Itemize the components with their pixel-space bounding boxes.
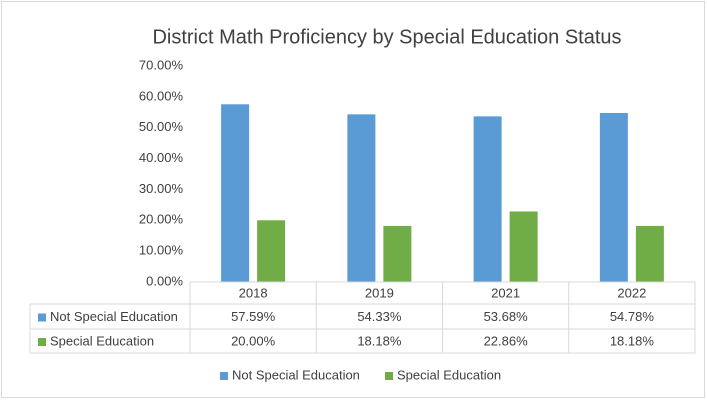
table-value: 20.00% <box>231 333 276 348</box>
y-tick-label: 50.00% <box>139 119 184 134</box>
table-series-name: Not Special Education <box>50 309 178 324</box>
table-series-name: Special Education <box>50 333 154 348</box>
x-tick-label: 2018 <box>239 285 268 300</box>
x-tick-label: 2019 <box>365 285 394 300</box>
table-value: 53.68% <box>484 309 529 324</box>
bar <box>635 225 664 282</box>
y-tick-label: 70.00% <box>139 57 184 72</box>
table-value: 22.86% <box>484 333 529 348</box>
table-legend-key <box>38 338 46 346</box>
y-tick-label: 20.00% <box>139 212 184 227</box>
bar <box>221 104 250 282</box>
bar <box>599 112 628 282</box>
bar <box>347 114 376 282</box>
legend-key <box>220 372 228 380</box>
table-value: 57.59% <box>231 309 276 324</box>
legend-key <box>385 372 393 380</box>
legend-label: Special Education <box>397 367 501 382</box>
y-tick-label: 60.00% <box>139 88 184 103</box>
bar <box>473 116 502 282</box>
bar <box>257 220 286 282</box>
x-tick-label: 2022 <box>617 285 646 300</box>
bar <box>383 225 412 282</box>
table-value: 54.33% <box>357 309 402 324</box>
table-legend-key <box>38 313 46 322</box>
bar <box>509 211 538 282</box>
y-tick-label: 0.00% <box>146 273 183 288</box>
y-tick-label: 10.00% <box>139 243 184 258</box>
y-tick-label: 30.00% <box>139 181 184 196</box>
table-value: 18.18% <box>610 333 655 348</box>
legend-label: Not Special Education <box>232 367 360 382</box>
chart-title: District Math Proficiency by Special Edu… <box>152 26 621 48</box>
table-value: 54.78% <box>610 309 655 324</box>
y-tick-label: 40.00% <box>139 150 184 165</box>
table-value: 18.18% <box>357 333 402 348</box>
x-tick-label: 2021 <box>491 285 520 300</box>
